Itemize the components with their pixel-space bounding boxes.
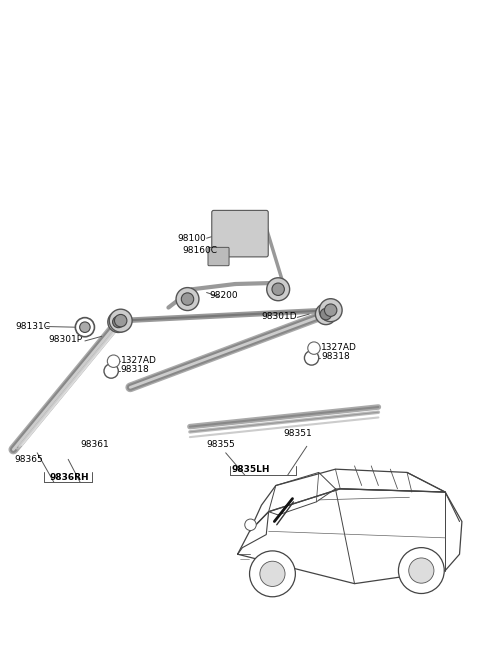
Text: 98318: 98318 (321, 352, 350, 361)
Text: 9836RH: 9836RH (49, 472, 89, 482)
Circle shape (250, 551, 295, 597)
Text: 98355: 98355 (206, 440, 235, 449)
FancyBboxPatch shape (208, 248, 229, 265)
Text: 98351: 98351 (283, 428, 312, 438)
Text: 9835LH: 9835LH (232, 464, 270, 474)
Circle shape (176, 288, 199, 311)
Circle shape (267, 278, 289, 301)
Circle shape (308, 342, 320, 354)
Circle shape (272, 283, 284, 296)
Circle shape (181, 293, 194, 306)
Circle shape (245, 519, 256, 530)
Circle shape (113, 316, 124, 328)
Text: 1327AD: 1327AD (321, 343, 357, 352)
Circle shape (75, 317, 95, 337)
Text: 98301D: 98301D (262, 311, 297, 321)
Circle shape (398, 548, 444, 593)
Text: 98318: 98318 (120, 365, 149, 374)
FancyBboxPatch shape (212, 210, 268, 257)
Text: 98160C: 98160C (183, 246, 218, 255)
Circle shape (319, 299, 342, 322)
Text: 98200: 98200 (209, 291, 238, 300)
Text: 98361: 98361 (80, 440, 109, 449)
Circle shape (260, 561, 285, 587)
Text: 98301P: 98301P (48, 335, 82, 344)
Circle shape (320, 308, 332, 320)
Text: 98100: 98100 (177, 235, 206, 243)
Text: 98365: 98365 (14, 455, 43, 464)
Circle shape (304, 351, 319, 365)
Circle shape (108, 355, 120, 367)
Circle shape (115, 315, 127, 327)
Text: 98131C: 98131C (16, 322, 51, 331)
Circle shape (324, 304, 337, 317)
Circle shape (104, 364, 118, 378)
Circle shape (409, 558, 434, 583)
Circle shape (80, 322, 90, 332)
Text: 1327AD: 1327AD (120, 356, 156, 365)
Circle shape (109, 309, 132, 332)
Circle shape (315, 304, 336, 325)
Circle shape (108, 311, 129, 332)
